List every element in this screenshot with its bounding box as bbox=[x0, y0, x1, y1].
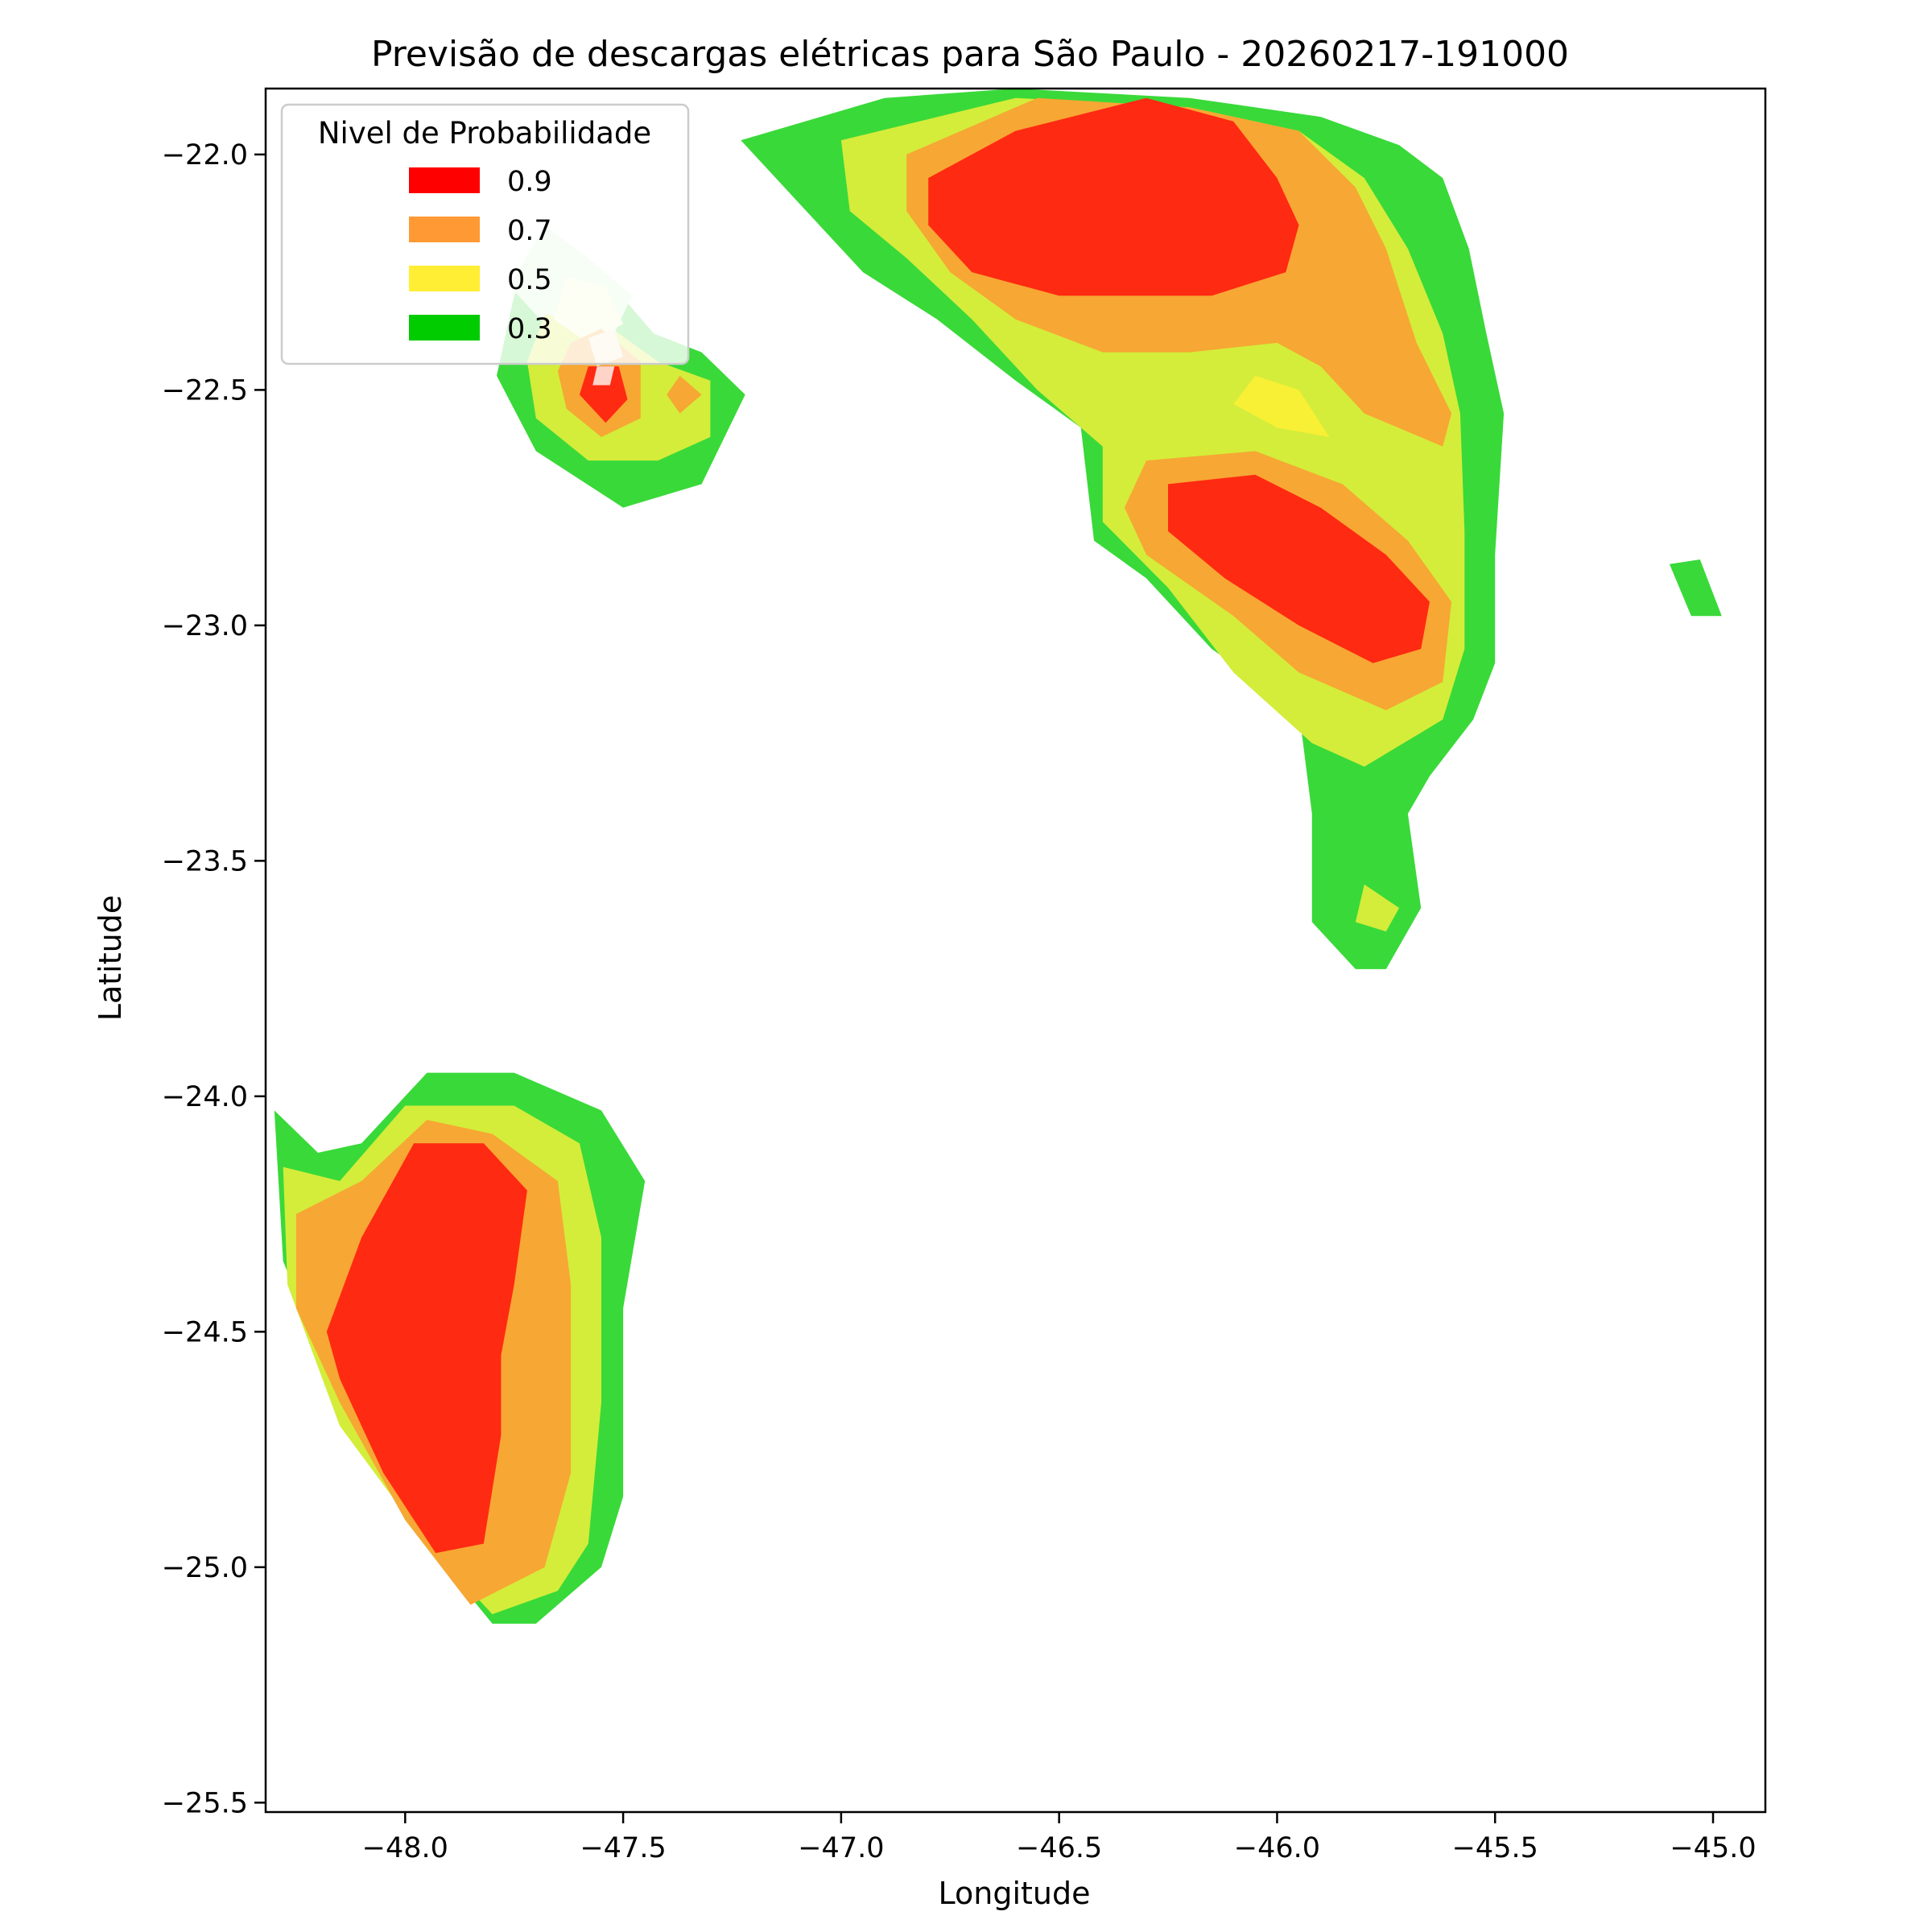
cell-north-east-red-region bbox=[928, 97, 1299, 296]
legend-box bbox=[280, 103, 690, 365]
cell-east-small-green-region bbox=[1669, 559, 1722, 617]
chart-title: Previsão de descargas elétricas para São… bbox=[371, 34, 1569, 75]
x-tick-label: −46.5 bbox=[1016, 1832, 1102, 1864]
y-axis-label: Latitude bbox=[93, 895, 128, 1021]
legend-label: 0.3 bbox=[507, 313, 552, 345]
x-tick-label: −46.0 bbox=[1234, 1832, 1320, 1864]
cell-north-east-red-region bbox=[1168, 474, 1430, 663]
cell-north-east-yellow-region bbox=[1233, 375, 1330, 437]
x-axis-label: Longitude bbox=[939, 1876, 1091, 1911]
legend-swatch bbox=[409, 315, 480, 341]
legend-swatch bbox=[409, 217, 480, 242]
legend-swatch bbox=[409, 167, 480, 193]
x-tick-label: −47.5 bbox=[580, 1832, 666, 1864]
legend-label: 0.5 bbox=[507, 264, 552, 296]
legend-swatch bbox=[409, 266, 480, 291]
legend-label: 0.9 bbox=[507, 166, 552, 198]
y-tick-label: −24.0 bbox=[162, 1081, 248, 1113]
y-tick-label: −23.5 bbox=[162, 845, 248, 877]
cell-north-west-orange-region bbox=[667, 375, 702, 414]
legend: Nivel de Probabilidade 0.9 0.7 0.5 0.3 bbox=[280, 103, 690, 365]
x-tick-label: −45.5 bbox=[1452, 1832, 1538, 1864]
x-tick-label: −48.0 bbox=[362, 1832, 448, 1864]
y-tick-label: −22.0 bbox=[162, 139, 248, 171]
y-tick-label: −22.5 bbox=[162, 374, 248, 407]
plot-frame bbox=[264, 87, 1767, 1814]
cell-north-west-pale_red-region bbox=[592, 366, 615, 386]
legend-label: 0.7 bbox=[507, 215, 552, 247]
cell-north-east-inner-light_green-region bbox=[1355, 884, 1400, 932]
y-tick-label: −25.0 bbox=[162, 1552, 248, 1584]
legend-entries: 0.9 0.7 0.5 0.3 bbox=[409, 166, 552, 345]
legend-title: Nivel de Probabilidade bbox=[318, 116, 651, 151]
cell-north-west-red-region bbox=[579, 366, 628, 423]
cell-south-west-red-region bbox=[326, 1143, 527, 1554]
x-tick-label: −45.0 bbox=[1670, 1832, 1756, 1864]
contour-fills bbox=[274, 89, 1722, 1624]
y-tick-label: −23.0 bbox=[162, 610, 248, 642]
y-tick-label: −24.5 bbox=[162, 1316, 248, 1348]
x-tick-label: −47.0 bbox=[798, 1832, 884, 1864]
y-tick-label: −25.5 bbox=[162, 1787, 248, 1819]
x-axis: −48.0 −47.5 −47.0 −46.5 −46.0 −45.5 −45.0 bbox=[362, 1812, 1757, 1864]
y-axis: −22.0 −22.5 −23.0 −23.5 −24.0 −24.5 −25.0 −25.5 bbox=[162, 139, 266, 1819]
